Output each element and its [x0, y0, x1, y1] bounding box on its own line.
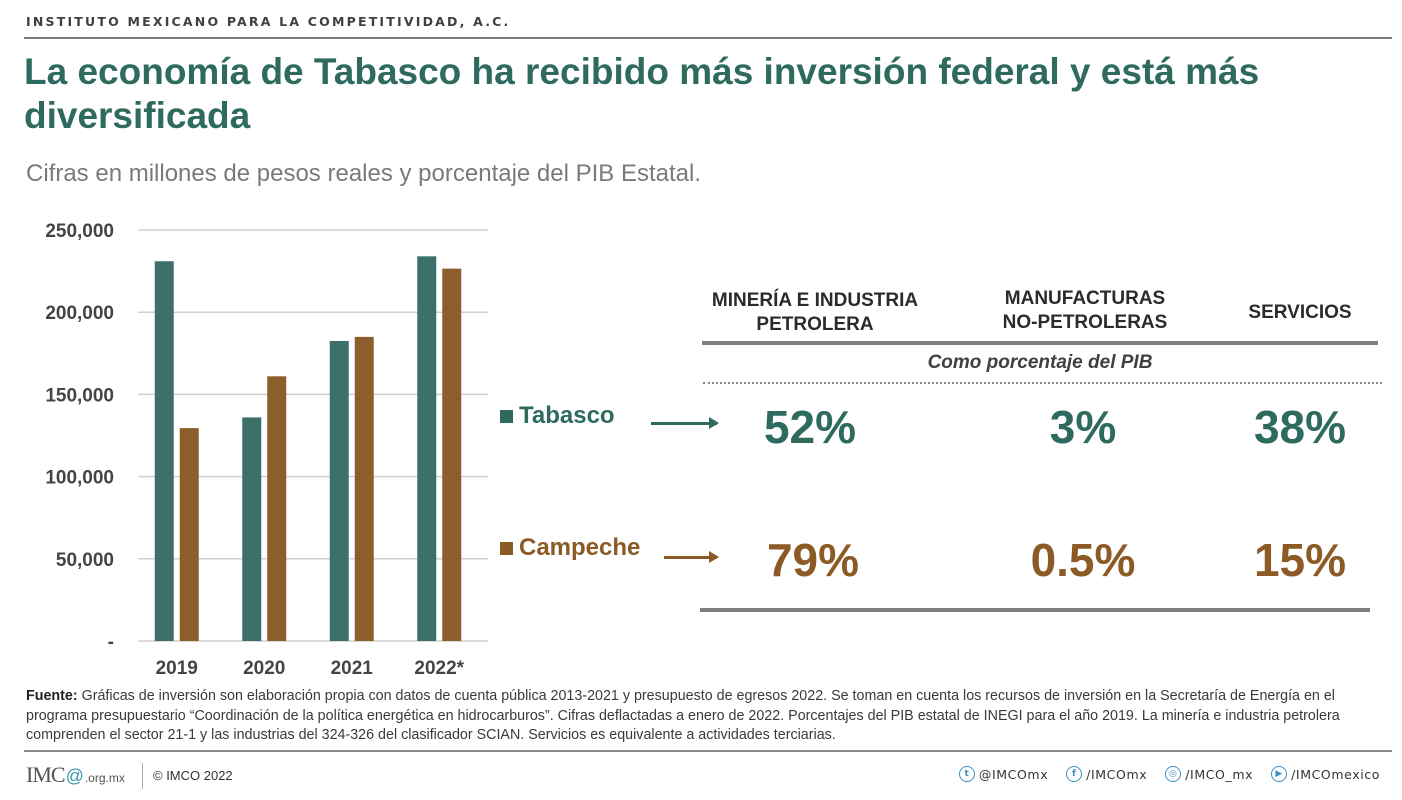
- facebook-icon: f: [1066, 766, 1083, 782]
- x-tick-label: 2019: [156, 658, 198, 679]
- table-header-rule: [702, 341, 1378, 345]
- social-link-instagram[interactable]: ◎/IMCO_mx: [1165, 766, 1253, 782]
- arrow-right-icon: [664, 551, 719, 563]
- bar-campeche-2021: [354, 336, 374, 641]
- legend-swatch-campeche: [500, 541, 513, 555]
- organization-name: INSTITUTO MEXICANO PARA LA COMPETITIVIDA…: [26, 14, 511, 29]
- source-note: Fuente: Gráficas de inversión son elabor…: [26, 687, 1386, 746]
- footer-separator: [142, 763, 143, 789]
- bar-tabasco-2021: [329, 340, 349, 641]
- y-tick-label: 100,000: [45, 468, 114, 489]
- value-campeche-manufacturas: 0.5%: [1030, 534, 1136, 586]
- column-header-line: MINERÍA E INDUSTRIA: [711, 290, 919, 311]
- bar-tabasco-2019: [154, 261, 174, 641]
- y-tick-label: -: [108, 632, 114, 653]
- arrow-right-icon: [651, 417, 719, 429]
- source-text: Gráficas de inversión son elaboración pr…: [26, 688, 1340, 743]
- logo-swirl-icon: @: [65, 766, 84, 786]
- youtube-icon: ▶: [1271, 766, 1288, 782]
- column-header-line: MANUFACTURAS: [1004, 288, 1166, 309]
- legend-swatch-tabasco: [500, 409, 513, 423]
- y-tick-label: 200,000: [45, 303, 114, 324]
- bar-tabasco-2022: [417, 256, 437, 641]
- investment-bar-chart: - 50,000 100,000 150,000 200,000 250,000 2019…: [45, 221, 488, 679]
- social-handle: /IMCOmexico: [1291, 766, 1380, 782]
- column-header-manufacturas: MANUFACTURAS NO-PETROLERAS: [965, 287, 1205, 335]
- row-label-campeche: Campeche: [500, 534, 640, 562]
- bar-tabasco-2020: [242, 417, 262, 641]
- x-tick-label: 2020: [243, 658, 285, 679]
- table-bottom-rule: [700, 608, 1370, 612]
- footer-divider: [24, 750, 1392, 752]
- y-tick-label: 50,000: [56, 550, 114, 571]
- social-link-facebook[interactable]: f/IMCOmx: [1066, 766, 1147, 782]
- logo-text: IMC: [26, 762, 66, 787]
- social-handle: /IMCOmx: [1086, 766, 1148, 782]
- value-tabasco-mineria: 52%: [763, 401, 857, 453]
- y-tick-label: 250,000: [45, 221, 114, 242]
- column-header-mineria: MINERÍA E INDUSTRIA PETROLERA: [690, 289, 940, 337]
- twitter-icon: t: [958, 766, 975, 782]
- table-subheader: Como porcentaje del PIB: [927, 352, 1153, 373]
- row-label-tabasco: Tabasco: [500, 402, 615, 430]
- page-subtitle: Cifras en millones de pesos reales y por…: [26, 160, 702, 187]
- row-label-text: Tabasco: [519, 402, 615, 429]
- x-tick-label: 2021: [331, 658, 374, 679]
- social-link-twitter[interactable]: t @IMCOmx: [958, 766, 1049, 782]
- column-header-line: SERVICIOS: [1248, 302, 1352, 323]
- social-handle: /IMCO_mx: [1185, 766, 1254, 782]
- social-link-youtube[interactable]: ▶/IMCOmexico: [1271, 766, 1380, 782]
- value-campeche-servicios: 15%: [1253, 534, 1347, 586]
- value-tabasco-manufacturas: 3%: [1049, 401, 1117, 453]
- source-label: Fuente:: [26, 688, 78, 704]
- social-handle: @IMCOmx: [978, 766, 1049, 782]
- value-campeche-mineria: 79%: [766, 534, 860, 586]
- bar-campeche-2019: [179, 428, 199, 641]
- imco-logo[interactable]: IMC @ .org.mx: [26, 762, 125, 788]
- y-tick-label: 150,000: [45, 385, 114, 406]
- bar-campeche-2020: [267, 376, 287, 641]
- row-label-text: Campeche: [519, 534, 641, 561]
- column-header-line: PETROLERA: [756, 314, 874, 335]
- copyright: © IMCO 2022: [153, 768, 233, 783]
- column-header-line: NO-PETROLERAS: [1002, 312, 1168, 333]
- header-divider: [24, 37, 1392, 39]
- instagram-icon: ◎: [1165, 766, 1182, 782]
- column-header-servicios: SERVICIOS: [1220, 301, 1380, 325]
- value-tabasco-servicios: 38%: [1253, 401, 1347, 453]
- social-links: t @IMCOmx f/IMCOmx ◎/IMCO_mx ▶/IMCOmexico: [958, 766, 1380, 782]
- logo-domain: .org.mx: [84, 771, 125, 785]
- page-title: La economía de Tabasco ha recibido más i…: [24, 51, 1260, 136]
- x-tick-label: 2022*: [414, 658, 464, 679]
- bar-campeche-2022: [442, 268, 462, 641]
- table-dotted-rule: [703, 382, 1382, 384]
